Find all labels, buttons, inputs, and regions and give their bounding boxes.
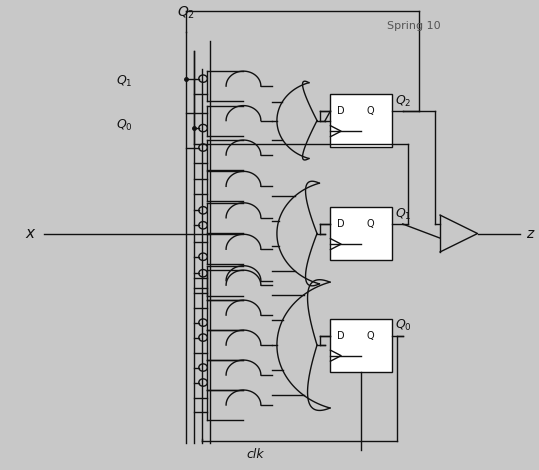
Text: Q: Q bbox=[366, 106, 374, 116]
Text: D: D bbox=[337, 106, 344, 116]
Text: $Q_1$: $Q_1$ bbox=[116, 74, 133, 89]
Text: $x$: $x$ bbox=[25, 226, 36, 241]
Text: $Q_2$: $Q_2$ bbox=[177, 4, 195, 21]
Bar bbox=[330, 207, 392, 260]
Text: $Q_2$: $Q_2$ bbox=[395, 94, 411, 109]
Text: Q: Q bbox=[366, 219, 374, 229]
Text: $Q_1$: $Q_1$ bbox=[395, 207, 411, 222]
Text: $Q_0$: $Q_0$ bbox=[116, 118, 133, 133]
Text: D: D bbox=[337, 219, 344, 229]
Text: Spring 10: Spring 10 bbox=[386, 22, 440, 31]
Text: clk: clk bbox=[247, 448, 264, 461]
Text: Q: Q bbox=[366, 330, 374, 341]
Bar bbox=[330, 94, 392, 147]
Text: D: D bbox=[337, 330, 344, 341]
Text: $z$: $z$ bbox=[526, 227, 535, 241]
Text: $Q_0$: $Q_0$ bbox=[395, 318, 411, 333]
Bar bbox=[330, 319, 392, 372]
